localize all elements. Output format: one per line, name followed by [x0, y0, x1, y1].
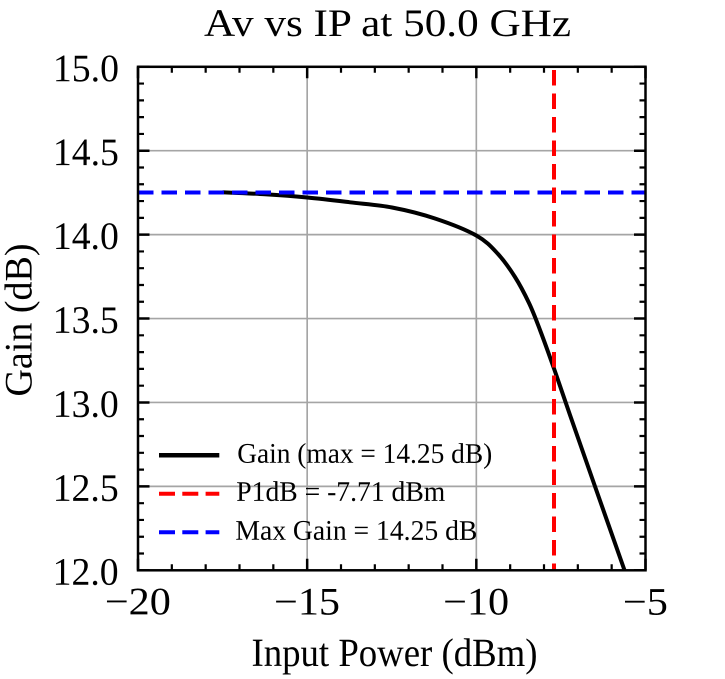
- svg-text:14.0: 14.0: [53, 215, 119, 258]
- svg-text:14.5: 14.5: [53, 131, 119, 174]
- svg-text:13.0: 13.0: [53, 383, 119, 426]
- svg-text:−20: −20: [105, 580, 171, 623]
- svg-text:15.0: 15.0: [53, 47, 119, 90]
- svg-text:Max Gain = 14.25 dB: Max Gain = 14.25 dB: [235, 516, 477, 547]
- svg-text:Gain (max = 14.25 dB): Gain (max = 14.25 dB): [237, 439, 492, 470]
- svg-text:12.0: 12.0: [53, 551, 119, 594]
- svg-text:−10: −10: [443, 581, 509, 624]
- svg-text:12.5: 12.5: [53, 467, 119, 510]
- svg-text:Av vs IP at 50.0 GHz: Av vs IP at 50.0 GHz: [204, 2, 571, 45]
- svg-text:Gain (dB): Gain (dB): [0, 244, 41, 397]
- svg-text:Input Power (dBm): Input Power (dBm): [251, 630, 537, 675]
- svg-text:P1dB = -7.71 dBm: P1dB = -7.71 dBm: [236, 477, 445, 508]
- svg-text:13.5: 13.5: [53, 299, 119, 342]
- svg-text:−15: −15: [274, 580, 340, 623]
- svg-text:−5: −5: [623, 581, 668, 624]
